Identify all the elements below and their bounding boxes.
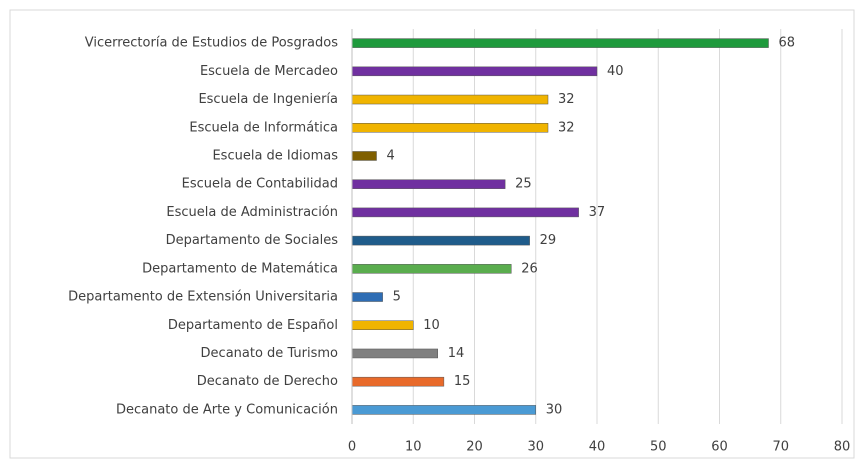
bar bbox=[351, 38, 769, 48]
value-label: 32 bbox=[558, 120, 575, 135]
chart-frame bbox=[9, 9, 855, 459]
y-tick-label: Escuela de Mercadeo bbox=[200, 64, 338, 79]
value-label: 14 bbox=[448, 346, 465, 361]
y-tick-label: Decanato de Derecho bbox=[197, 374, 338, 389]
x-tick-label: 20 bbox=[466, 440, 483, 455]
value-label: 15 bbox=[454, 374, 471, 389]
y-tick-label: Vicerrectoría de Estudios de Posgrados bbox=[85, 36, 338, 51]
y-tick-label: Escuela de Ingeniería bbox=[198, 92, 338, 107]
bar bbox=[351, 376, 445, 387]
bar bbox=[351, 207, 579, 218]
y-tick-label: Escuela de Administración bbox=[166, 205, 338, 220]
bar bbox=[351, 179, 506, 189]
y-tick-label: Decanato de Arte y Comunicación bbox=[116, 402, 338, 417]
bar bbox=[351, 151, 377, 161]
bar bbox=[351, 94, 549, 105]
x-tick-label: 50 bbox=[650, 440, 667, 455]
y-tick-label: Escuela de Idiomas bbox=[212, 148, 338, 163]
bar bbox=[351, 292, 383, 302]
x-tick-label: 70 bbox=[772, 440, 789, 455]
value-label: 26 bbox=[521, 261, 538, 276]
y-tick-label: Escuela de Contabilidad bbox=[182, 177, 338, 192]
y-tick-label: Departamento de Matemática bbox=[142, 261, 338, 276]
x-tick-label: 80 bbox=[834, 440, 851, 455]
x-tick-label: 10 bbox=[405, 440, 422, 455]
bar bbox=[351, 66, 598, 77]
bar bbox=[351, 348, 438, 359]
value-label: 25 bbox=[515, 177, 532, 192]
y-tick-label: Escuela de Informática bbox=[189, 120, 338, 135]
value-label: 10 bbox=[423, 318, 440, 333]
y-tick-label: Departamento de Español bbox=[168, 318, 338, 333]
value-label: 40 bbox=[607, 64, 624, 79]
y-tick-label: Decanato de Turismo bbox=[201, 346, 338, 361]
x-tick-label: 30 bbox=[527, 440, 544, 455]
value-label: 37 bbox=[589, 205, 606, 220]
value-label: 4 bbox=[387, 148, 395, 163]
y-tick-label: Departamento de Extensión Universitaria bbox=[68, 290, 338, 305]
bar bbox=[351, 235, 530, 246]
x-tick-label: 60 bbox=[711, 440, 728, 455]
value-label: 68 bbox=[779, 36, 796, 51]
value-label: 29 bbox=[540, 233, 557, 248]
value-label: 5 bbox=[393, 290, 401, 305]
bar bbox=[351, 405, 536, 415]
y-tick-label: Departamento de Sociales bbox=[166, 233, 339, 248]
value-label: 30 bbox=[546, 402, 563, 417]
value-label: 32 bbox=[558, 92, 575, 107]
x-tick-label: 0 bbox=[348, 440, 356, 455]
bar bbox=[351, 123, 549, 133]
x-tick-label: 40 bbox=[589, 440, 606, 455]
bar bbox=[351, 264, 512, 274]
bar bbox=[351, 320, 414, 330]
